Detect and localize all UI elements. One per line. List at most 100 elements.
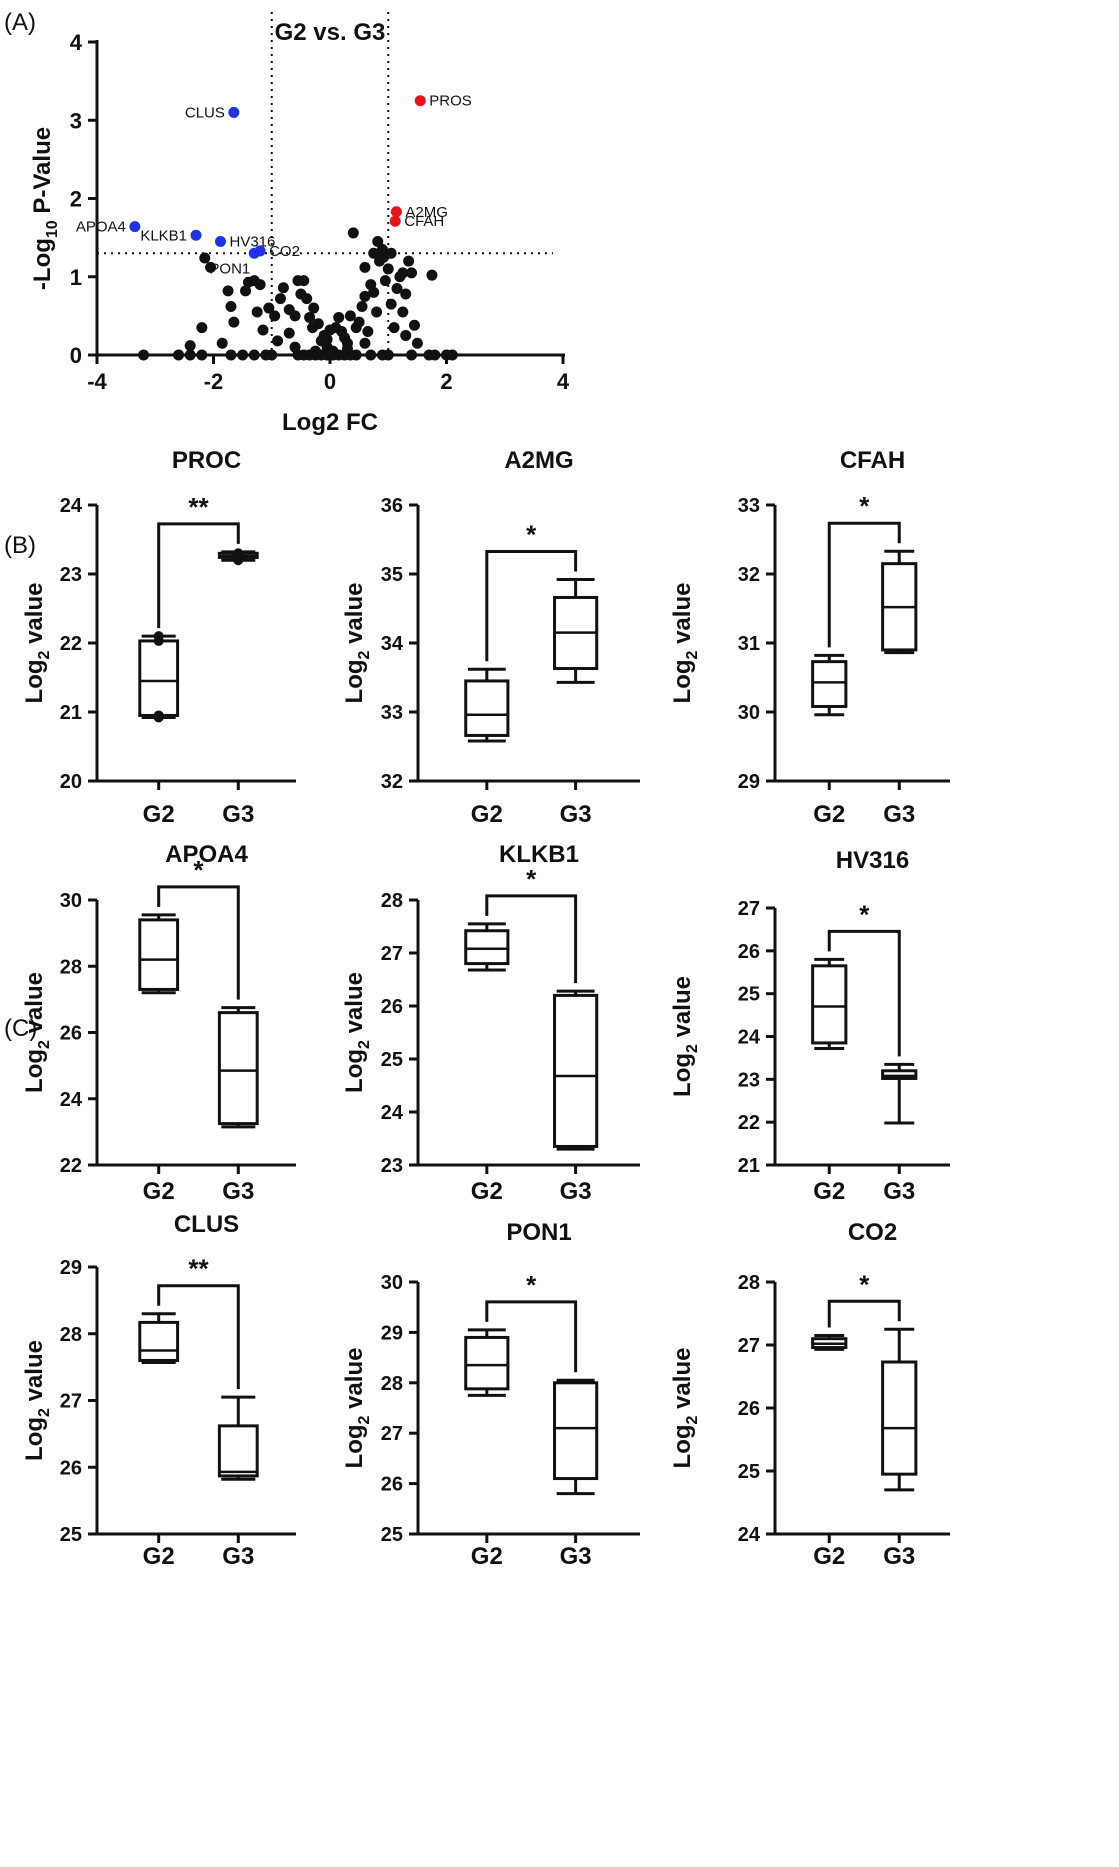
x-tick-label: G2 [471,801,503,828]
y-axis-label: Log2 value [341,972,373,1093]
y-tick-label: 24 [60,495,83,517]
scatter-point [372,236,384,248]
y-tick-label: 26 [738,941,760,963]
scatter-point [205,261,217,273]
scatter-point [368,247,380,259]
y-tick-label: 35 [381,564,403,586]
y-tick-label: 23 [381,1155,403,1177]
scatter-point [378,251,390,263]
chart-title: APOA4 [165,841,248,868]
significance-bracket [827,1299,901,1328]
scatter-point-apoa4 [129,221,141,233]
y-tick-label: 27 [738,898,760,920]
box-cfah: 29 30 31 32 33 G2 G3 CFAH Log2 value * [669,447,950,828]
box-clus: 25 26 27 28 29 G2 G3 CLUS Log2 value ** [21,1211,296,1570]
y-tick-label: 25 [738,1461,760,1483]
scatter-point [347,227,359,239]
y-tick-label: 32 [381,771,403,793]
y-tick-label: 28 [60,1324,82,1346]
scatter-point [400,288,412,300]
scatter-point [446,349,458,361]
scatter-point [237,349,249,361]
significance-bracket [827,929,901,1057]
scatter-point [272,335,284,347]
point-label: CFAH [404,213,444,230]
scatter-point [368,286,380,298]
scatter-point [359,337,371,349]
significance-bracket [827,521,901,648]
y-tick-label: 30 [60,890,82,912]
y-axis-label: Log2 value [341,583,373,704]
scatter-point [228,316,240,328]
scatter-point [382,263,394,275]
box-klkb1: 23 24 25 26 27 28 G2 G3 KLKB1 Log2 value * [341,841,640,1205]
y-tick-label: 21 [60,702,82,724]
x-tick-label: -4 [87,369,107,394]
y-tick-label: 23 [60,564,82,586]
significance-label: * [526,1270,537,1300]
box-hv316: 21 22 23 24 25 26 27 G2 G3 HV316 Log2 value * [669,847,950,1205]
y-tick-label: 26 [381,996,403,1018]
point-label: PROS [429,93,472,110]
y-tick-label: 24 [381,1102,404,1124]
scatter-point [283,327,295,339]
scatter-point [406,267,418,279]
y-tick-label: 30 [738,702,760,724]
scatter-point [397,306,409,318]
y-tick-label: 26 [381,1474,403,1496]
significance-label: * [859,491,870,521]
significance-bracket [485,1300,578,1373]
box [553,1381,599,1481]
scatter-point [222,285,234,297]
y-tick-label: 34 [381,633,404,655]
scatter-point [362,326,374,338]
scatter-point-clus [228,106,240,118]
x-tick-label: G3 [560,1543,592,1570]
chart-title: HV316 [836,847,909,874]
box [138,1320,180,1362]
box [217,1424,259,1478]
x-axis-label: Log2 FC [282,409,378,436]
x-tick-label: G3 [222,801,254,828]
scatter-point [406,349,418,361]
scatter-point [321,333,333,345]
y-tick-label: 29 [60,1257,82,1279]
y-tick-label: 29 [381,1322,403,1344]
y-tick-label: 25 [381,1049,403,1071]
scatter-point [411,337,423,349]
y-tick-label: 24 [60,1089,83,1111]
y-axis-label: Log2 value [669,976,701,1097]
x-tick-label: G2 [143,801,175,828]
point-label: A2MG [405,204,448,221]
scatter-point [304,311,316,323]
scatter-point [225,349,237,361]
box [811,660,848,708]
y-tick-label: 26 [738,1398,760,1420]
x-tick-label: G2 [143,1543,175,1570]
scatter-point [426,269,438,281]
y-tick-label: 33 [381,702,403,724]
box [464,929,510,966]
box [881,1069,918,1080]
box [217,1011,259,1126]
x-tick-label: G2 [143,1178,175,1205]
scatter-point-pon1 [248,247,260,259]
point-label: KLKB1 [140,227,187,244]
scatter-point [173,349,185,361]
chart-title: A2MG [504,447,573,474]
scatter-point [333,311,345,323]
significance-bracket [485,894,578,984]
y-tick-label: 27 [381,1423,403,1445]
panel-label-a: (A) [4,9,36,36]
point-label: HV316 [229,234,275,251]
x-tick-label: G2 [813,801,845,828]
panel-label-c: (C) [4,1015,37,1042]
box [138,918,180,991]
x-tick-label: 0 [324,369,336,394]
box [881,1360,918,1476]
y-tick-label: 3 [70,108,82,133]
significance-label: * [526,864,537,894]
scatter-point [397,267,409,279]
point-label: CO2 [269,243,300,260]
